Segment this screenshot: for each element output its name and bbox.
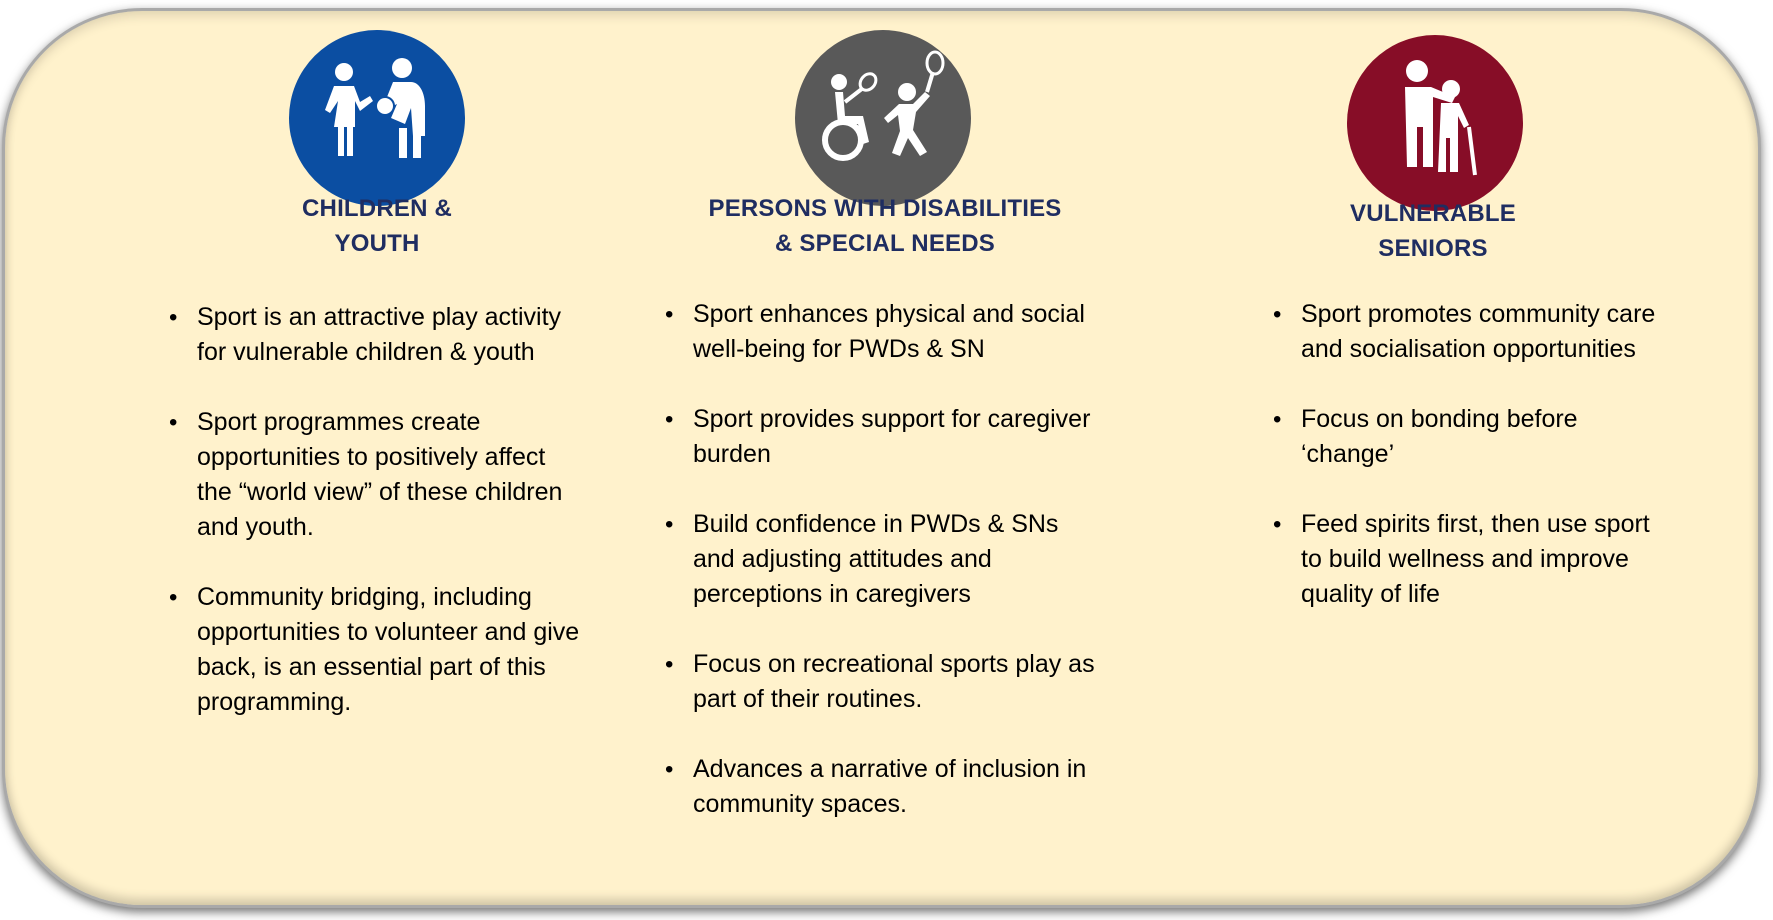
list-item: Sport enhances physical and social well-…: [663, 297, 1103, 367]
heading-line2: SENIORS: [1378, 235, 1488, 262]
children-bullet-list: Sport is an attractive play activity for…: [167, 300, 587, 755]
disabilities-bullet-list: Sport enhances physical and social well-…: [663, 297, 1103, 857]
list-item: Community bridging, including opportunit…: [167, 580, 587, 720]
senior-with-caregiver-icon: [1347, 35, 1523, 211]
list-item: Feed spirits first, then use sport to bu…: [1271, 507, 1671, 612]
heading-line1: CHILDREN &: [302, 195, 452, 222]
heading-children-youth: CHILDREN & YOUTH: [231, 191, 523, 261]
seniors-bullet-list: Sport promotes community care and social…: [1271, 297, 1671, 647]
heading-line2: & SPECIAL NEEDS: [775, 230, 995, 257]
content-panel: CHILDREN & YOUTH Sport is an attractive …: [2, 8, 1761, 908]
heading-vulnerable-seniors: VULNERABLE SENIORS: [1287, 196, 1579, 266]
list-item: Sport programmes create opportunities to…: [167, 405, 587, 545]
heading-line1: VULNERABLE: [1349, 200, 1516, 227]
list-item: Sport promotes community care and social…: [1271, 297, 1671, 367]
heading-line1: PERSONS WITH DISABILITIES: [708, 195, 1062, 222]
list-item: Focus on bonding before ‘change’: [1271, 402, 1671, 472]
heading-line2: YOUTH: [334, 230, 420, 257]
heading-persons-disabilities: PERSONS WITH DISABILITIES & SPECIAL NEED…: [665, 191, 1105, 261]
list-item: Advances a narrative of inclusion in com…: [663, 752, 1103, 822]
list-item: Sport is an attractive play activity for…: [167, 300, 587, 370]
children-playing-icon: [289, 30, 465, 206]
wheelchair-sports-icon: [795, 30, 971, 206]
list-item: Build confidence in PWDs & SNs and adjus…: [663, 507, 1103, 612]
list-item: Focus on recreational sports play as par…: [663, 647, 1103, 717]
list-item: Sport provides support for caregiver bur…: [663, 402, 1103, 472]
